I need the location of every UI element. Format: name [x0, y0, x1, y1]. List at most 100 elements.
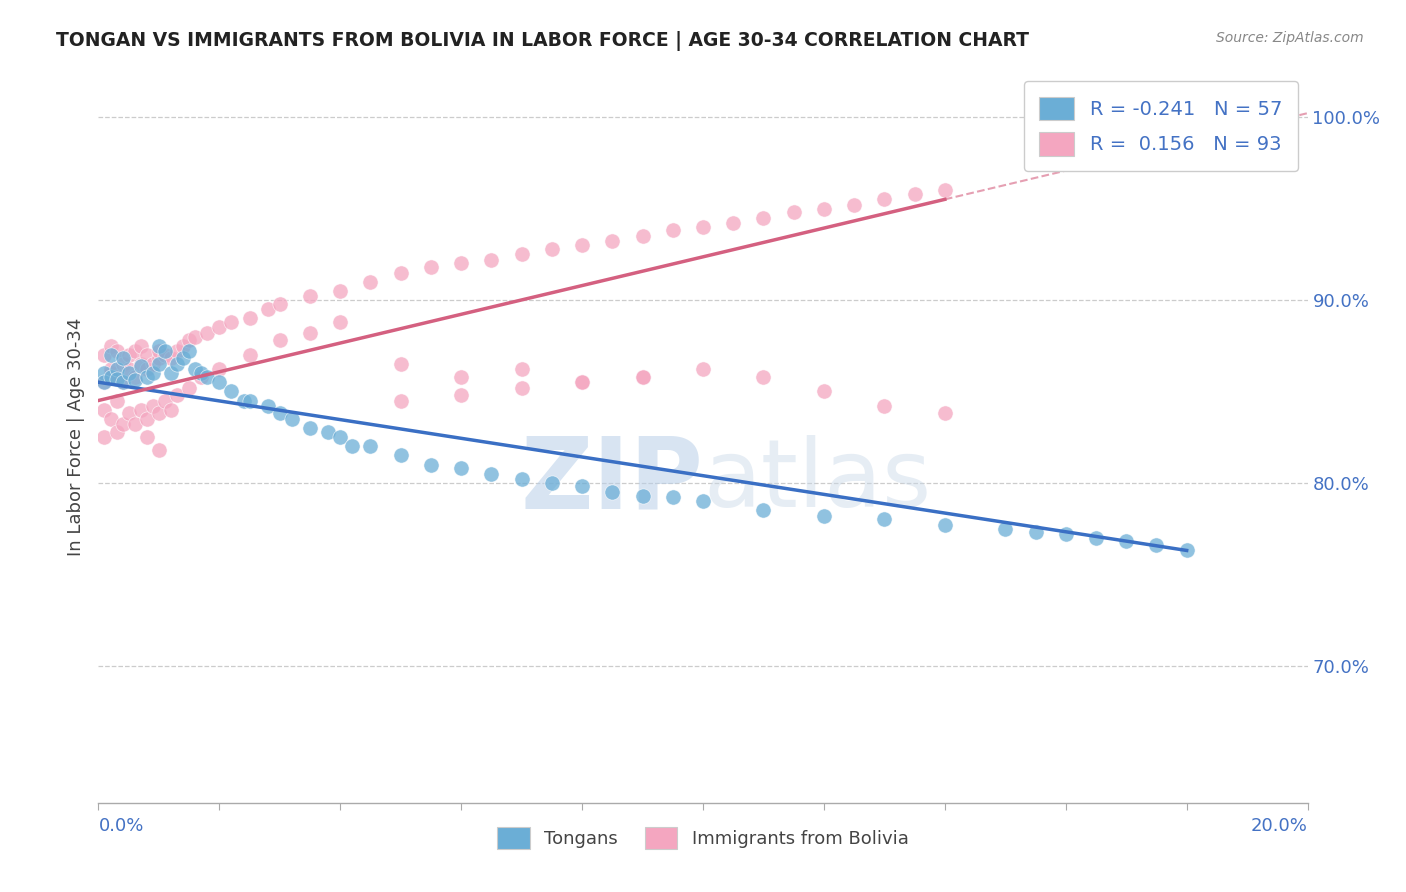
Point	[118, 362, 141, 376]
Point	[100, 338, 122, 352]
Text: 20.0%: 20.0%	[1251, 817, 1308, 836]
Point	[153, 348, 176, 362]
Legend: Tongans, Immigrants from Bolivia: Tongans, Immigrants from Bolivia	[489, 820, 917, 856]
Point	[221, 315, 243, 329]
Point	[111, 375, 134, 389]
Point	[179, 381, 201, 395]
Point	[316, 425, 339, 439]
Point	[571, 375, 593, 389]
Point	[142, 366, 165, 380]
Point	[752, 211, 775, 225]
Point	[160, 366, 183, 380]
Text: TONGAN VS IMMIGRANTS FROM BOLIVIA IN LABOR FORCE | AGE 30-34 CORRELATION CHART: TONGAN VS IMMIGRANTS FROM BOLIVIA IN LAB…	[56, 31, 1029, 51]
Point	[153, 393, 176, 408]
Point	[813, 384, 835, 399]
Point	[329, 315, 352, 329]
Point	[232, 393, 254, 408]
Point	[692, 362, 714, 376]
Point	[195, 369, 218, 384]
Point	[934, 183, 956, 197]
Point	[166, 388, 188, 402]
Point	[540, 242, 562, 256]
Point	[118, 366, 141, 380]
Point	[752, 503, 775, 517]
Point	[360, 275, 382, 289]
Point	[631, 369, 654, 384]
Point	[450, 388, 472, 402]
Point	[571, 479, 593, 493]
Point	[142, 399, 165, 413]
Point	[389, 448, 412, 462]
Point	[450, 256, 472, 270]
Point	[105, 393, 128, 408]
Text: atlas: atlas	[703, 435, 931, 527]
Point	[93, 402, 115, 417]
Point	[148, 357, 170, 371]
Point	[631, 489, 654, 503]
Point	[239, 311, 262, 326]
Point	[281, 411, 304, 425]
Point	[256, 399, 278, 413]
Point	[256, 301, 278, 316]
Point	[124, 417, 146, 432]
Point	[389, 265, 412, 279]
Point	[1024, 525, 1046, 540]
Point	[904, 186, 927, 201]
Point	[631, 369, 654, 384]
Point	[269, 406, 291, 420]
Point	[481, 467, 503, 481]
Point	[783, 205, 806, 219]
Point	[510, 472, 533, 486]
Point	[844, 198, 866, 212]
Point	[1144, 538, 1167, 552]
Point	[129, 357, 152, 371]
Point	[195, 326, 218, 340]
Point	[661, 491, 683, 505]
Point	[269, 333, 291, 347]
Point	[239, 348, 262, 362]
Point	[510, 381, 533, 395]
Point	[100, 369, 122, 384]
Point	[873, 399, 896, 413]
Point	[481, 252, 503, 267]
Text: Source: ZipAtlas.com: Source: ZipAtlas.com	[1216, 31, 1364, 45]
Point	[179, 333, 201, 347]
Point	[873, 512, 896, 526]
Point	[1054, 527, 1077, 541]
Point	[510, 247, 533, 261]
Point	[1175, 543, 1198, 558]
Point	[172, 338, 194, 352]
Point	[329, 284, 352, 298]
Point	[118, 406, 141, 420]
Point	[752, 369, 775, 384]
Point	[184, 329, 207, 343]
Point	[1115, 534, 1137, 549]
Point	[420, 260, 443, 274]
Point	[105, 369, 128, 384]
Point	[208, 375, 231, 389]
Point	[93, 430, 115, 444]
Point	[153, 344, 176, 359]
Point	[135, 411, 157, 425]
Point	[105, 344, 128, 359]
Point	[111, 417, 134, 432]
Point	[571, 238, 593, 252]
Point	[450, 369, 472, 384]
Point	[100, 366, 122, 380]
Point	[269, 296, 291, 310]
Point	[105, 362, 128, 376]
Point	[135, 369, 157, 384]
Point	[179, 344, 201, 359]
Point	[129, 402, 152, 417]
Point	[135, 430, 157, 444]
Point	[111, 357, 134, 371]
Point	[93, 375, 115, 389]
Point	[100, 362, 122, 376]
Point	[571, 375, 593, 389]
Point	[124, 344, 146, 359]
Point	[129, 338, 152, 352]
Point	[93, 375, 115, 389]
Point	[389, 357, 412, 371]
Point	[299, 326, 322, 340]
Point	[221, 384, 243, 399]
